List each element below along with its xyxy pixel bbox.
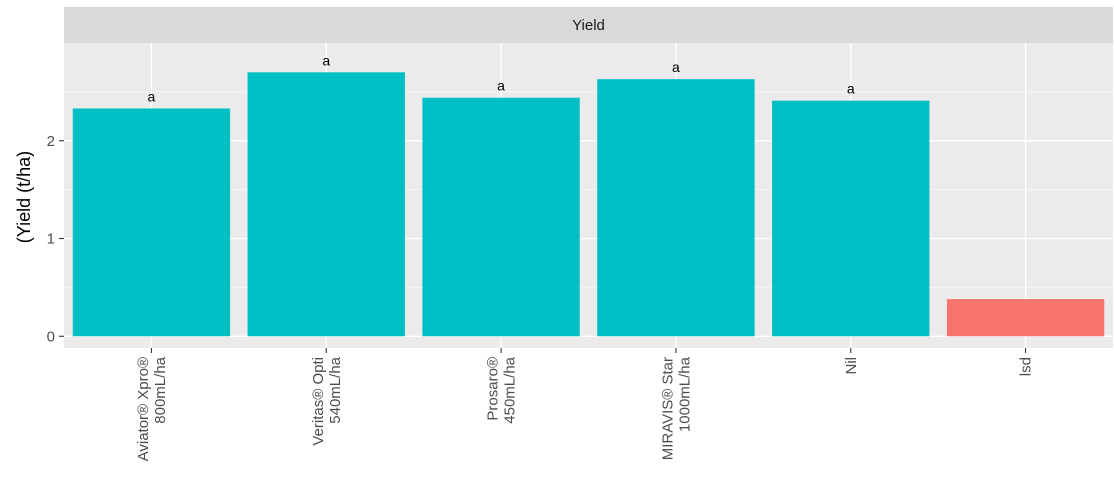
- y-tick-label: 2: [47, 133, 55, 150]
- x-tick-label: Prosaro®450mL/ha: [485, 356, 519, 423]
- bar-labels: a a a a a: [148, 52, 855, 104]
- bar: [597, 79, 755, 337]
- bar: [72, 108, 231, 337]
- bars: [72, 72, 1105, 337]
- bar-significance-label: a: [847, 81, 855, 97]
- bar: [247, 72, 405, 337]
- bar: [772, 100, 930, 337]
- bar-significance-label: a: [497, 78, 505, 94]
- facet-title: Yield: [572, 17, 605, 34]
- plot-panel: [64, 43, 1113, 348]
- x-tick-label: Veritas® Opti540mL/ha: [310, 356, 344, 445]
- bar: [422, 97, 580, 337]
- y-tick-label: 0: [47, 328, 55, 345]
- bar-significance-label: a: [672, 59, 680, 75]
- bar-significance-label: a: [322, 52, 330, 68]
- strip-background: [64, 7, 1113, 43]
- x-tick-label: Nil: [843, 357, 860, 375]
- bar: [946, 299, 1105, 337]
- x-tick-label: lsd: [1018, 357, 1035, 376]
- y-axis-title: (Yield (t/ha): [14, 151, 34, 243]
- x-tick-label: MIRAVIS® Star1000mL/ha: [659, 356, 693, 460]
- x-axis: Aviator® Xpro®800mL/ha Veritas® Opti540mL…: [135, 348, 1035, 461]
- x-tick-label: Aviator® Xpro®800mL/ha: [135, 356, 169, 461]
- bar-significance-label: a: [148, 88, 156, 104]
- y-axis: 0 1 2: [47, 133, 64, 345]
- y-tick-label: 1: [47, 231, 55, 248]
